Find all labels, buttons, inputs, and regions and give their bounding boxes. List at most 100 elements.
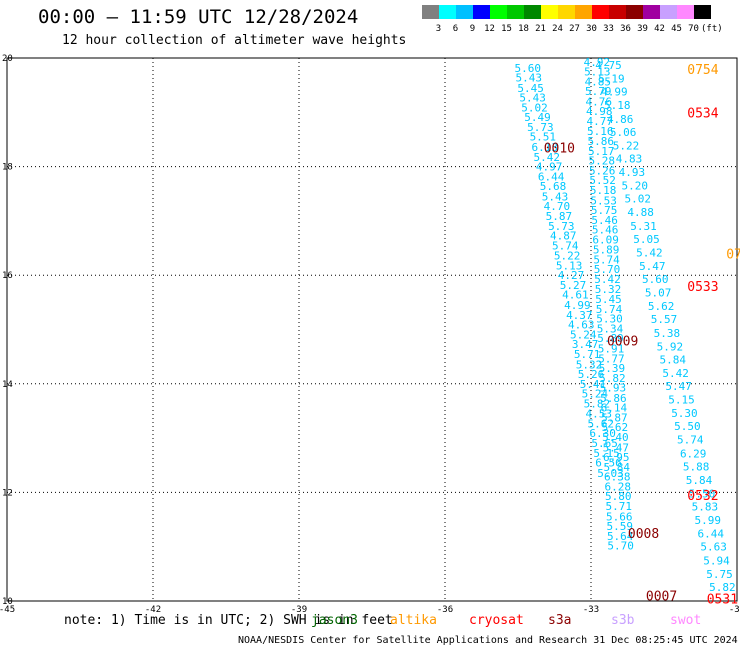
wave-height-value: 5.06 [610, 126, 637, 139]
legend-label: 27 [569, 24, 580, 34]
legend-swatch [694, 5, 711, 19]
wave-height-value: 5.24 [570, 328, 597, 341]
y-tick-label: 18 [2, 163, 13, 173]
wave-height-value: 5.83 [692, 501, 719, 514]
wave-height-value: 5.94 [703, 554, 730, 567]
satellite-legend-altika: altika [390, 613, 437, 628]
wave-height-value: 5.24 [582, 388, 609, 401]
wave-height-value: 5.34 [597, 322, 624, 335]
legend-label: 21 [535, 24, 546, 34]
legend-swatch [677, 5, 694, 19]
x-tick-label: -42 [145, 605, 161, 615]
pass-time-label: 0754 [687, 63, 718, 78]
wave-height-value: 5.92 [657, 340, 684, 353]
wave-height-value: 5.57 [651, 313, 678, 326]
legend-swatch [558, 5, 575, 19]
wave-height-value: 5.51 [530, 131, 557, 144]
wave-height-value: 5.74 [593, 253, 620, 266]
legend-swatch [473, 5, 490, 19]
wave-height-value: 5.60 [642, 273, 669, 286]
wave-height-value: 5.28 [588, 155, 615, 168]
wave-height-value: 5.71 [574, 348, 601, 361]
legend-label: 30 [586, 24, 597, 34]
legend-swatch [626, 5, 643, 19]
wave-height-value: 6.13 [532, 141, 559, 154]
x-tick-label: -30 [729, 605, 740, 615]
wave-height-value: 4.27 [558, 269, 585, 282]
wave-height-value: 5.79 [585, 85, 612, 98]
legend-label: 6 [452, 24, 459, 34]
wave-height-value: 5.46 [591, 214, 618, 227]
wave-height-value: 6.44 [697, 528, 724, 541]
wave-height-value: 5.86 [600, 392, 627, 405]
plot-frame [6, 57, 738, 602]
legend-label: 45 [671, 24, 682, 34]
wave-height-value: 5.03 [597, 467, 624, 480]
pass-time-label: 0010 [544, 142, 575, 157]
wave-height-value: 6.28 [605, 480, 632, 493]
wave-height-value: 4.99 [564, 299, 591, 312]
legend-label: 42 [654, 24, 665, 34]
legend-label: 36 [620, 24, 631, 34]
wave-height-value: 5.43 [519, 92, 546, 105]
legend-swatch [490, 5, 507, 19]
wave-height-value: 5.74 [552, 239, 579, 252]
wave-height-value: 5.32 [595, 283, 622, 296]
wave-height-value: 5.31 [630, 220, 657, 233]
wave-height-value: 5.27 [560, 279, 587, 292]
wave-height-value: 5.80 [605, 490, 632, 503]
pass-time-label: 0534 [687, 106, 718, 121]
wave-height-value: 5.20 [622, 180, 649, 193]
wave-height-value: 5.74 [596, 303, 623, 316]
legend-swatch [609, 5, 626, 19]
wave-height-value: 5.84 [686, 474, 713, 487]
legend-label: 12 [484, 24, 495, 34]
wave-height-value: 5.43 [515, 72, 542, 85]
wave-height-value: 5.05 [633, 233, 660, 246]
wave-height-value: 5.64 [607, 530, 634, 543]
legend-swatch [456, 5, 473, 19]
y-tick-label: 16 [2, 271, 13, 281]
pass-time-label: 0533 [687, 280, 718, 295]
pass-time-label: 0007 [646, 590, 677, 605]
satellite-legend-jason3: jason3 [311, 613, 358, 628]
wave-height-value: 5.22 [613, 139, 640, 152]
legend-label: 39 [637, 24, 648, 34]
wave-height-value: 5.63 [700, 541, 727, 554]
legend-swatch [592, 5, 609, 19]
wave-height-value: 5.50 [674, 420, 701, 433]
wave-height-value: 5.62 [587, 417, 614, 430]
wave-height-value: 5.41 [580, 378, 607, 391]
wave-height-value: 5.86 [587, 135, 614, 148]
wave-height-value: 5.65 [591, 437, 618, 450]
wave-height-value: 4.70 [544, 200, 571, 213]
pass-time-label: 0753 [726, 247, 740, 262]
wave-height-value: 5.89 [597, 332, 624, 345]
wave-height-value: 5.84 [660, 353, 687, 366]
wave-height-value: 5.50 [689, 487, 716, 500]
wave-height-value: 6.29 [680, 447, 707, 460]
wave-height-value: 4.86 [607, 113, 634, 126]
wave-height-value: 5.42 [594, 273, 621, 286]
wave-height-value: 5.73 [527, 121, 554, 134]
x-tick-label: -39 [291, 605, 307, 615]
wave-height-value: 5.42 [662, 367, 689, 380]
legend-swatch [575, 5, 592, 19]
wave-height-value: 5.93 [600, 382, 627, 395]
wave-height-value: 5.70 [607, 540, 634, 553]
wave-height-value: 5.68 [540, 180, 567, 193]
wave-height-value: 5.02 [521, 101, 548, 114]
wave-height-value: 5.16 [587, 125, 614, 138]
wave-height-value: 5.82 [709, 581, 736, 594]
wave-height-value: 4.87 [550, 230, 577, 243]
legend-label: 15 [501, 24, 512, 34]
wave-height-value: 5.88 [683, 460, 710, 473]
wave-height-value: 4.76 [586, 95, 613, 108]
wave-height-value: 5.30 [596, 313, 623, 326]
wave-height-value: 5.62 [602, 421, 629, 434]
wave-height-value: 4.37 [566, 309, 593, 322]
legend-swatch [524, 5, 541, 19]
legend-label: 3 [435, 24, 442, 34]
wave-height-value: 6.95 [603, 451, 630, 464]
legend-swatch [541, 5, 558, 19]
